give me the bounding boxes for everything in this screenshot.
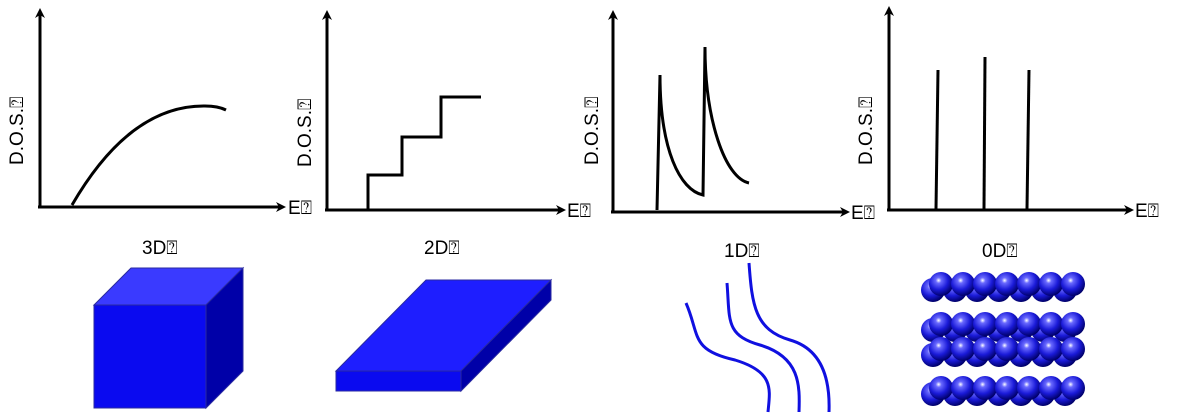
cube-3d-illustration	[92, 266, 245, 410]
energy-label-0d: E⍰	[1135, 201, 1159, 222]
sphere	[995, 312, 1019, 336]
dos-label-2d: D.O.S.⍰	[295, 99, 316, 167]
sphere	[951, 376, 975, 400]
panel-1d: D.O.S.⍰ E⍰ 1D⍰	[582, 10, 875, 262]
sphere	[973, 272, 997, 296]
sphere	[1039, 272, 1063, 296]
slab-2d-illustration	[334, 278, 553, 393]
dos-curve-1d	[655, 46, 750, 211]
sphere	[1061, 312, 1085, 336]
sphere	[929, 272, 953, 296]
sphere	[1039, 337, 1063, 361]
sphere	[951, 312, 975, 336]
quantum-dots-0d-illustration	[921, 272, 1085, 406]
dos-steps-2d	[366, 95, 481, 209]
sphere	[951, 337, 975, 361]
wires-1d-illustration	[684, 262, 831, 413]
panel-2d: D.O.S.⍰ E⍰ 2D⍰	[295, 10, 591, 259]
energy-label-2d: E⍰	[567, 201, 591, 222]
sphere	[1039, 312, 1063, 336]
energy-label-3d: E⍰	[288, 198, 312, 219]
sphere	[973, 376, 997, 400]
dos-line-0d-3	[1025, 69, 1031, 210]
sphere	[1017, 272, 1041, 296]
panel-0d: D.O.S.⍰ E⍰ 0D⍰	[856, 6, 1159, 262]
sphere	[929, 376, 953, 400]
sphere	[973, 337, 997, 361]
energy-label-1d: E⍰	[851, 203, 875, 224]
sphere	[1061, 376, 1085, 400]
sphere	[1017, 337, 1041, 361]
panel-3d: D.O.S.⍰ E⍰ 3D⍰	[7, 8, 312, 259]
sphere	[951, 272, 975, 296]
dimension-label-2d: 2D⍰	[424, 238, 460, 259]
dimension-label-0d: 0D⍰	[982, 241, 1018, 262]
dos-line-0d-1	[934, 69, 940, 210]
sphere	[1061, 337, 1085, 361]
sphere	[995, 272, 1019, 296]
dos-label-3d: D.O.S.⍰	[7, 97, 28, 165]
sphere	[973, 312, 997, 336]
dimension-label-3d: 3D⍰	[142, 238, 178, 259]
sphere	[1017, 376, 1041, 400]
dos-label-1d: D.O.S.⍰	[582, 97, 603, 165]
sphere	[995, 376, 1019, 400]
sphere	[995, 337, 1019, 361]
sphere	[929, 312, 953, 336]
sphere	[1039, 376, 1063, 400]
dos-line-0d-2	[982, 56, 987, 210]
dimension-label-1d: 1D⍰	[724, 241, 760, 262]
dos-curve-3d	[70, 104, 227, 206]
sphere	[1061, 272, 1085, 296]
sphere	[1017, 312, 1041, 336]
dos-label-0d: D.O.S.⍰	[856, 97, 877, 165]
sphere	[929, 337, 953, 361]
